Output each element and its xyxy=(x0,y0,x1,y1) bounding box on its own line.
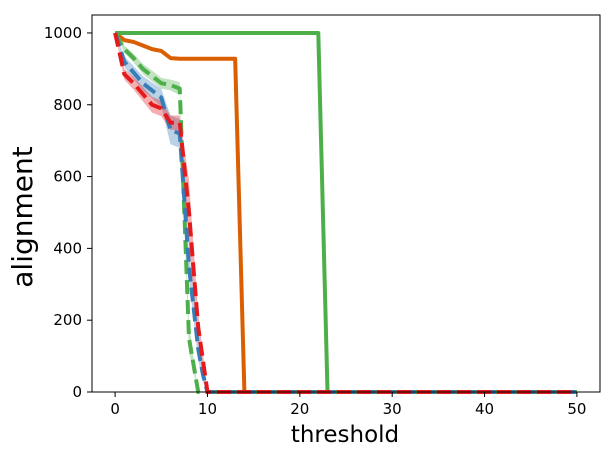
series-3-line xyxy=(113,31,577,394)
x-tick-label: 30 xyxy=(383,400,402,418)
series-lines xyxy=(113,30,577,394)
axis-ticks: 0 10 20 30 40 50 0 200 400 600 800 1000 xyxy=(44,24,587,418)
y-tick-label: 1000 xyxy=(44,24,82,42)
y-axis-label: alignment xyxy=(6,146,39,287)
x-tick-label: 10 xyxy=(198,400,217,418)
y-tick-label: 200 xyxy=(53,311,82,329)
y-tick-label: 0 xyxy=(72,383,82,401)
y-tick-label: 800 xyxy=(53,96,82,114)
plot-border xyxy=(91,14,601,393)
x-tick-label: 0 xyxy=(110,400,120,418)
x-tick-label: 40 xyxy=(475,400,494,418)
y-tick-label: 600 xyxy=(53,168,82,186)
y-tick-label: 400 xyxy=(53,239,82,257)
plot-frame xyxy=(91,14,601,393)
series-4-line xyxy=(113,32,577,394)
x-tick-label: 50 xyxy=(567,400,586,418)
x-axis-label: threshold xyxy=(291,422,399,448)
x-tick-label: 20 xyxy=(290,400,309,418)
